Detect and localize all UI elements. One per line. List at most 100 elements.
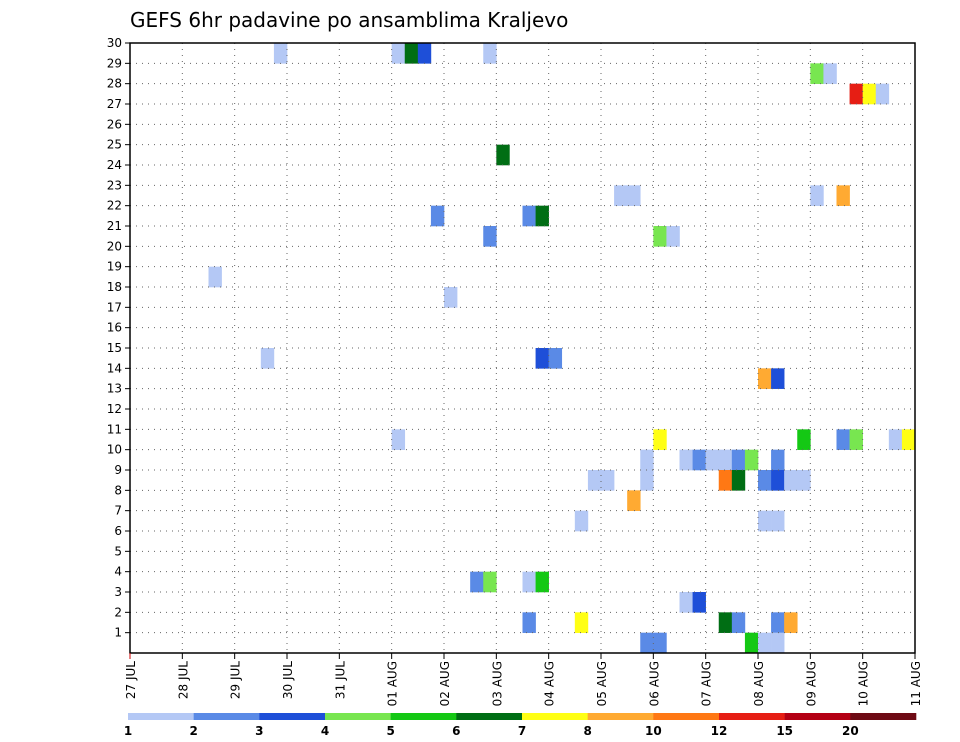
x-tick-label: 10 AUG	[857, 661, 871, 706]
y-tick-label: 7	[114, 504, 122, 518]
x-tick-label: 06 AUG	[647, 661, 661, 706]
precip-cell	[679, 592, 693, 613]
colorbar-swatch	[259, 713, 326, 720]
precip-cell	[771, 449, 785, 471]
precip-cell	[483, 43, 497, 64]
precip-cell	[653, 226, 667, 247]
precip-cell	[587, 470, 602, 491]
precip-cell	[810, 63, 824, 84]
precip-cell	[901, 429, 916, 450]
precip-cell	[535, 571, 549, 593]
precip-cell	[640, 449, 654, 471]
y-tick-label: 18	[107, 280, 122, 294]
colorbar-swatch	[850, 713, 917, 720]
precip-cell	[849, 83, 863, 105]
x-tick-label: 01 AUG	[386, 661, 400, 706]
precip-cell	[260, 348, 275, 369]
plot-frame	[129, 42, 916, 654]
colorbar-swatch	[193, 713, 260, 720]
y-tick-label: 5	[114, 544, 122, 558]
colorbar-swatch	[325, 713, 391, 720]
precip-cell	[522, 205, 536, 227]
x-tick-label: 28 JUL	[176, 661, 190, 699]
precip-cell	[797, 470, 811, 491]
x-tick-label: 07 AUG	[700, 661, 714, 706]
precip-cell	[391, 429, 406, 450]
precip-cell	[731, 449, 746, 471]
y-tick-label: 8	[114, 483, 122, 497]
y-tick-label: 25	[107, 138, 122, 152]
precip-cell	[653, 429, 667, 450]
y-tick-label: 17	[107, 300, 122, 314]
colorbar-swatch	[522, 713, 588, 720]
y-tick-label: 3	[114, 585, 122, 599]
colorbar-label: 8	[583, 724, 591, 738]
precip-cell	[430, 205, 445, 227]
precip-cell	[273, 43, 288, 64]
precip-cell	[771, 510, 785, 532]
x-tick-label: 02 AUG	[438, 661, 452, 706]
y-tick-label: 23	[107, 178, 122, 192]
precip-cell	[888, 429, 903, 450]
precip-cell	[614, 185, 628, 206]
y-tick-label: 2	[114, 605, 122, 619]
x-tick-label: 11 AUG	[909, 661, 923, 706]
precip-cell	[640, 470, 654, 491]
colorbar-label: 1	[124, 724, 132, 738]
precip-cell	[718, 449, 733, 471]
precip-cell	[627, 185, 641, 206]
y-tick-label: 9	[114, 463, 122, 477]
y-tick-label: 26	[107, 117, 122, 131]
y-tick-label: 19	[107, 260, 122, 274]
colorbar-swatch	[390, 713, 457, 720]
precip-cell	[875, 83, 890, 105]
precip-cell	[784, 612, 798, 633]
x-tick-label: 05 AUG	[595, 661, 609, 706]
y-tick-label: 12	[107, 402, 122, 416]
y-tick-label: 22	[107, 199, 122, 213]
x-tick-label: 29 JUL	[229, 661, 243, 699]
precip-cell	[862, 83, 877, 105]
colorbar-label: 7	[518, 724, 526, 738]
precip-cell	[771, 470, 785, 491]
precip-cell	[522, 612, 536, 633]
precip-cell	[679, 449, 693, 471]
precip-cell	[640, 632, 654, 654]
precip-cell	[758, 470, 772, 491]
precip-cell	[208, 266, 222, 288]
precip-cell	[744, 449, 759, 471]
y-tick-label: 28	[107, 77, 122, 91]
precip-cell	[574, 510, 589, 532]
y-axis: 1234567891011121314151617181920212223242…	[107, 36, 130, 640]
precip-cell	[483, 571, 497, 593]
y-tick-label: 6	[114, 524, 122, 538]
colorbar-label: 6	[452, 724, 460, 738]
y-tick-label: 15	[107, 341, 122, 355]
colorbar-label: 12	[711, 724, 728, 738]
precip-cell	[692, 449, 706, 471]
precip-cells	[208, 43, 916, 654]
x-tick-label: 30 JUL	[281, 661, 295, 699]
colorbar-label: 20	[842, 724, 859, 738]
y-tick-label: 27	[107, 97, 122, 111]
chart-title: GEFS 6hr padavine po ansamblima Kraljevo	[130, 8, 568, 32]
colorbar-label: 15	[776, 724, 793, 738]
colorbar-swatch	[653, 713, 720, 720]
colorbar-swatch	[128, 713, 194, 720]
x-axis: 27 JUL 28 JUL 29 JUL 30 JUL 31 JUL 01 AUG 02 A…	[124, 653, 923, 706]
precip-cell	[758, 368, 772, 389]
precip-cell	[666, 226, 680, 247]
precip-cell	[548, 348, 563, 369]
precip-cell	[653, 632, 667, 654]
y-tick-label: 21	[107, 219, 122, 233]
precip-cell	[718, 470, 733, 491]
x-tick-label: 03 AUG	[490, 661, 504, 706]
y-tick-label: 11	[107, 422, 122, 436]
colorbar: 1 2 3 4 5 6 7 8 10 12 15 20	[124, 713, 917, 738]
y-tick-label: 1	[114, 626, 122, 640]
precip-cell	[771, 632, 785, 654]
y-tick-label: 20	[107, 239, 122, 253]
precip-cell	[391, 43, 406, 64]
x-tick-label: 31 JUL	[333, 661, 347, 699]
precip-cell	[404, 43, 419, 64]
